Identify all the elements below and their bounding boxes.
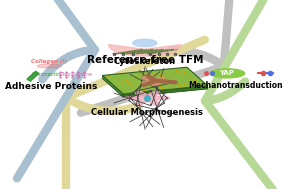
Polygon shape [103,75,123,97]
Ellipse shape [37,64,61,68]
Ellipse shape [210,69,245,78]
Text: Collagen (I): Collagen (I) [31,59,67,64]
Text: Mechanotransduction: Mechanotransduction [189,81,283,90]
Text: Fibronectin: Fibronectin [32,72,62,77]
Polygon shape [109,45,181,56]
Polygon shape [142,76,176,85]
Ellipse shape [133,39,157,47]
Polygon shape [125,91,170,105]
Text: Poly-ℓ-lysine: Poly-ℓ-lysine [61,72,94,77]
Text: Cytoskeleton: Cytoskeleton [114,57,176,66]
Polygon shape [103,67,208,94]
Text: YAP: YAP [219,70,234,76]
Text: Adhesive Proteins: Adhesive Proteins [5,82,97,91]
Text: Reference-free TFM: Reference-free TFM [86,55,203,65]
Polygon shape [123,86,208,97]
Text: Cellular Morphogenesis: Cellular Morphogenesis [91,108,203,116]
Polygon shape [27,71,39,81]
